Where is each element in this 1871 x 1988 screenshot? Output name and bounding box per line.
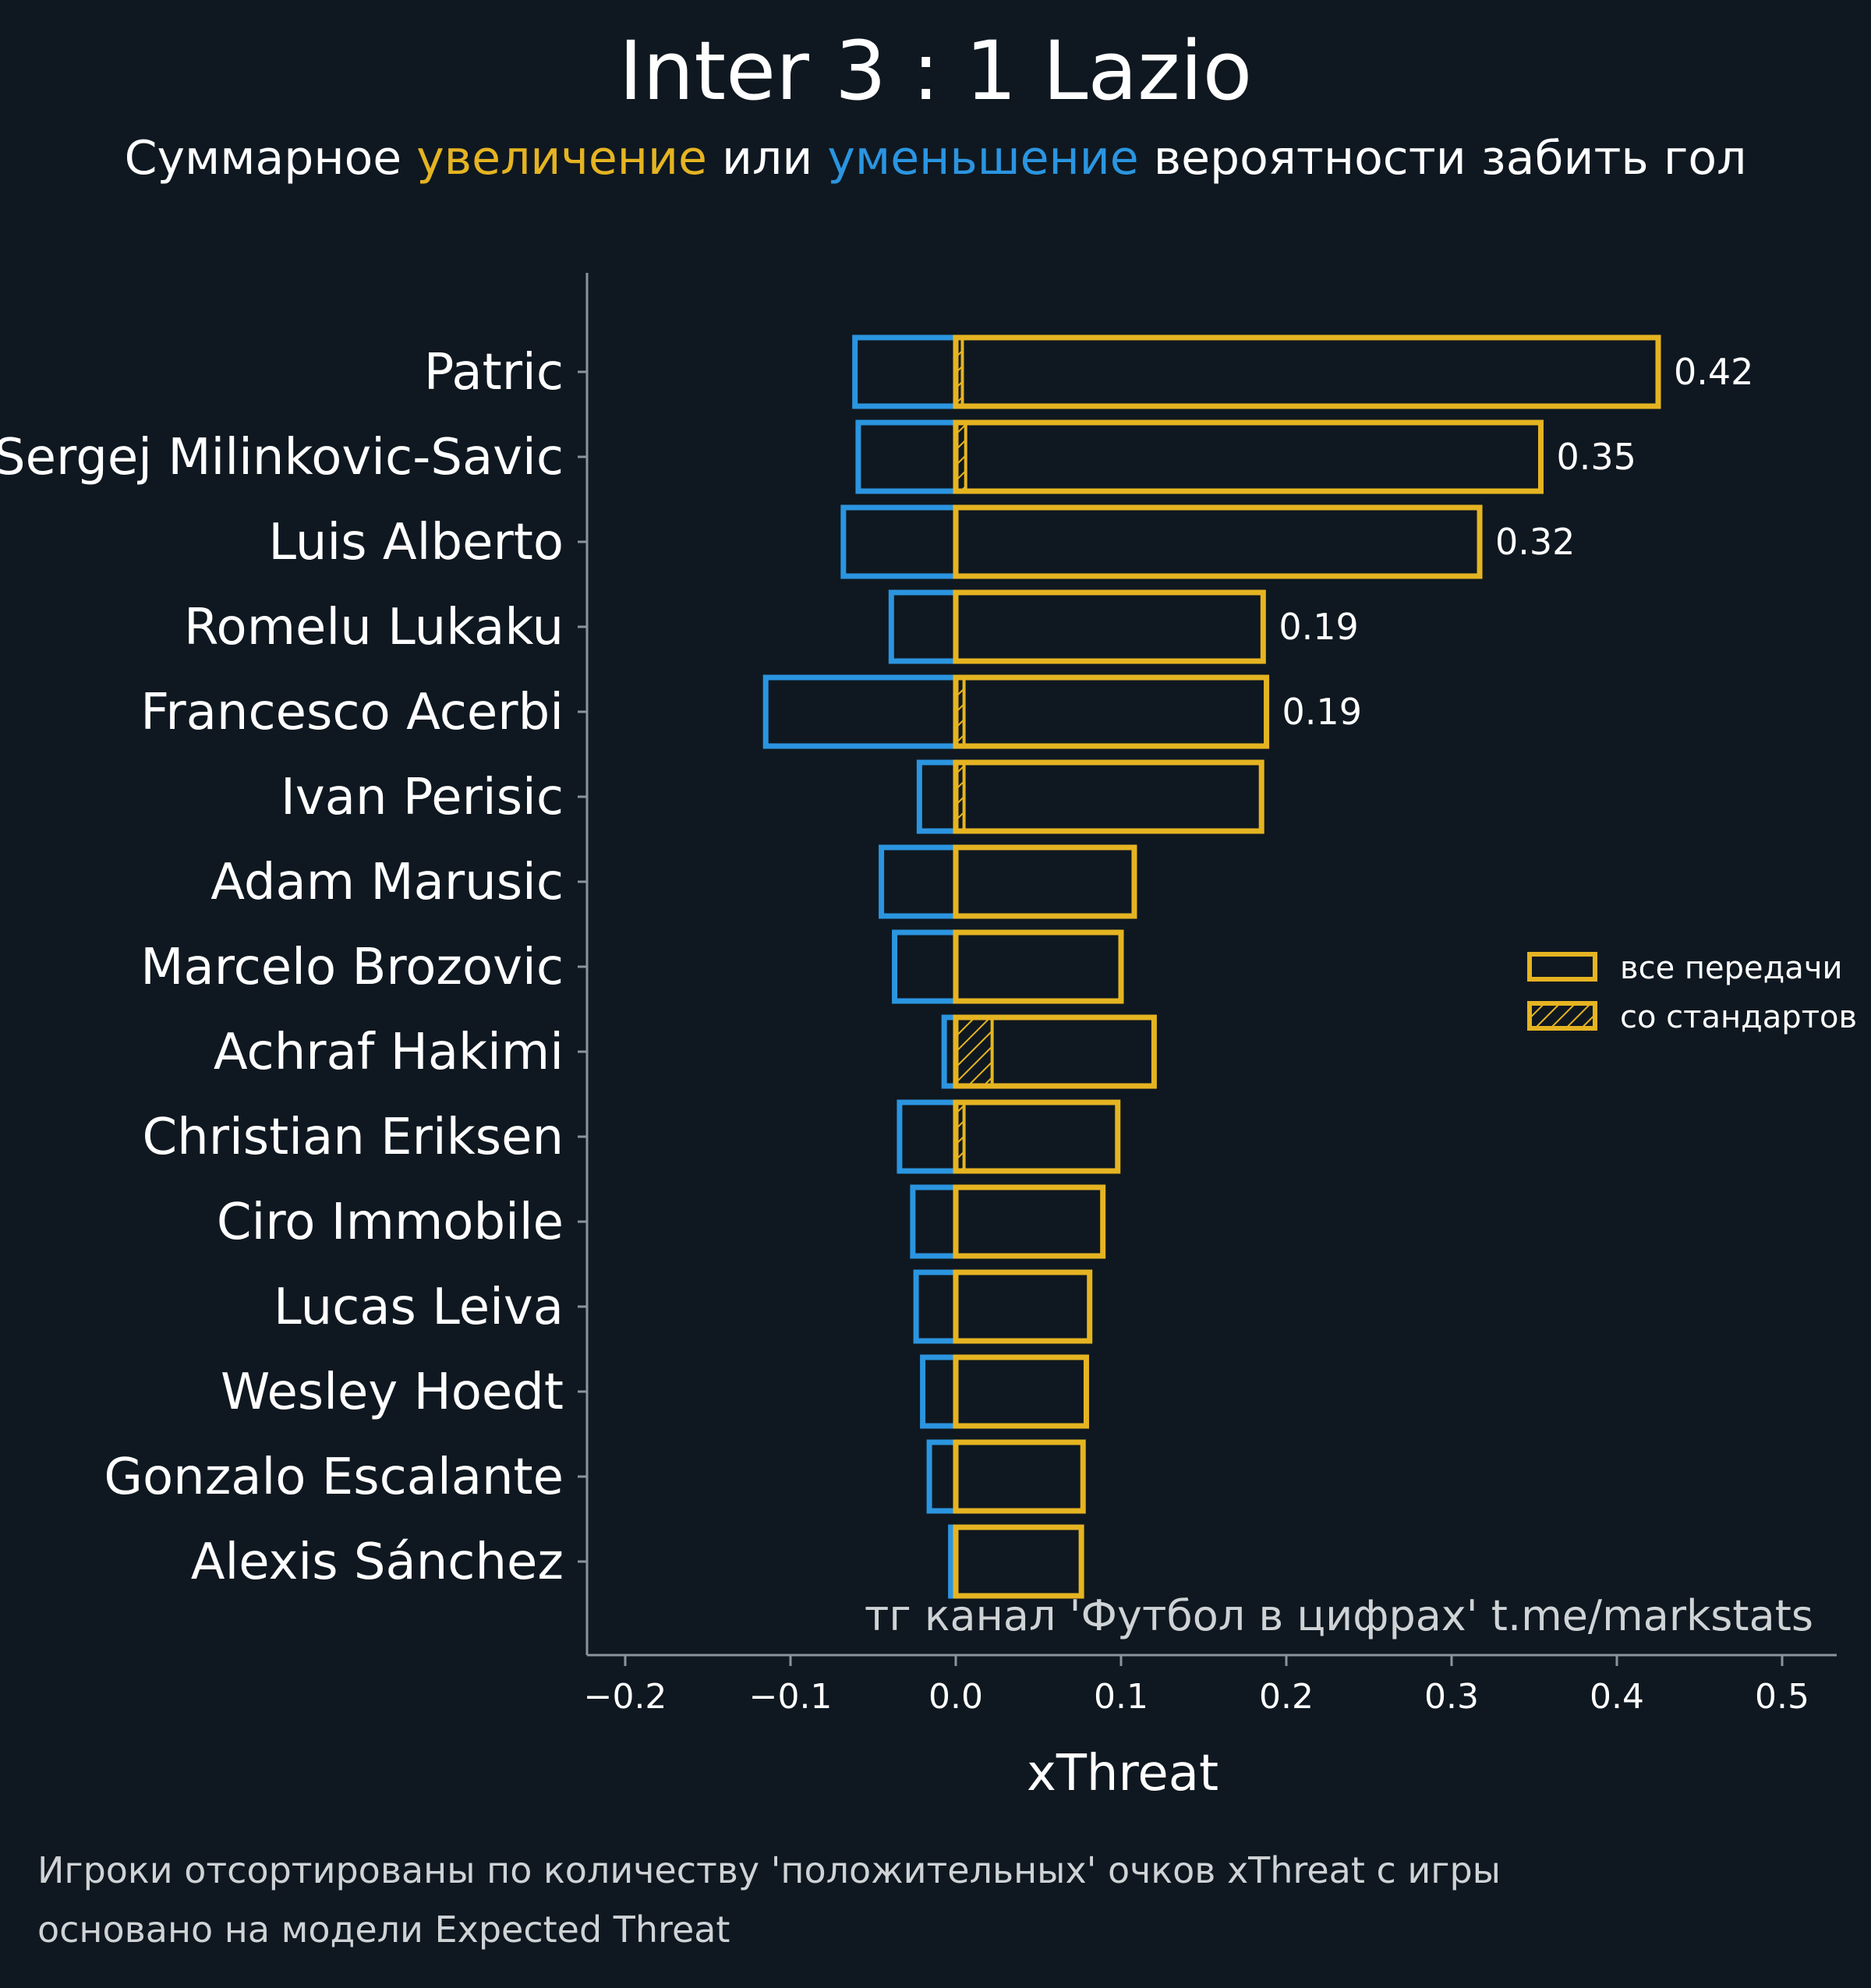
bar-negative	[916, 759, 959, 834]
bar-negative	[926, 1439, 959, 1514]
subtitle-increase: увеличение	[416, 131, 707, 186]
y-tick-label: Patric	[424, 344, 564, 401]
bar-positive	[953, 589, 1266, 664]
y-tick-label: Luis Alberto	[268, 514, 564, 571]
bar-value-label: 0.42	[1674, 351, 1753, 393]
x-tick-label: 0.0	[928, 1677, 983, 1717]
bar-positive	[953, 674, 1270, 749]
bar-positive	[953, 1439, 1086, 1514]
bar-positive	[953, 419, 1544, 494]
bar-positive	[953, 929, 1124, 1004]
y-tick-label: Ivan Perisic	[281, 769, 564, 826]
bar-value-label: 0.35	[1556, 436, 1636, 478]
x-tick-label: 0.4	[1590, 1677, 1644, 1717]
bar-positive	[953, 844, 1137, 919]
chart-subtitle: Суммарное увеличение или уменьшение веро…	[0, 131, 1871, 186]
bar-value-label: 0.19	[1279, 606, 1358, 648]
bar-negative	[910, 1184, 959, 1259]
legend-swatch-all-passes	[1527, 952, 1597, 982]
y-tick-label: Adam Marusic	[210, 854, 564, 911]
subtitle-middle: или	[706, 131, 828, 186]
y-tick-label: Marcelo Brozovic	[140, 939, 564, 996]
bar-negative	[879, 844, 959, 919]
x-tick-label: 0.5	[1755, 1677, 1809, 1717]
y-tick-label: Alexis Sánchez	[191, 1533, 564, 1591]
legend-label-all-passes: все передачи	[1620, 950, 1842, 986]
x-axis-title: xThreat	[1027, 1745, 1218, 1802]
bar-negative	[840, 504, 959, 579]
footnote-model: основано на модели Expected Threat	[37, 1908, 730, 1951]
bar-negative	[913, 1269, 959, 1344]
legend-label-set-pieces: со стандартов	[1620, 999, 1857, 1035]
legend-swatch-set-pieces	[1527, 1001, 1597, 1031]
watermark: тг канал 'Футбол в цифрах' t.me/markstat…	[865, 1591, 1813, 1640]
y-tick-label: Lucas Leiva	[274, 1279, 564, 1336]
bar-positive	[953, 1354, 1089, 1429]
axes-layer: Patric Sergej Milinkovic-Savic Luis Albert…	[0, 273, 1837, 1717]
bar-negative	[888, 589, 959, 664]
y-tick-label: Gonzalo Escalante	[104, 1449, 564, 1506]
bar-positive	[953, 759, 1264, 834]
bar-positive	[953, 504, 1483, 579]
y-tick-label: Achraf Hakimi	[214, 1024, 564, 1081]
bar-negative	[892, 929, 959, 1004]
x-tick-label: 0.3	[1424, 1677, 1479, 1717]
bar-positive	[953, 1184, 1106, 1259]
bar-negative	[852, 334, 959, 409]
chart-title: Inter 3 : 1 Lazio	[618, 23, 1253, 119]
y-tick-label: Ciro Immobile	[217, 1194, 564, 1251]
y-tick-label: Wesley Hoedt	[221, 1364, 564, 1421]
bar-negative	[762, 674, 959, 749]
bar-value-label: 0.32	[1495, 521, 1575, 563]
bar-set-pieces	[954, 1016, 994, 1088]
bars-layer: 0.42 0.35 0.32 0.19 0.19	[762, 334, 1753, 1599]
x-tick-label: −0.2	[584, 1677, 667, 1717]
bar-positive	[953, 1099, 1121, 1174]
subtitle-decrease: уменьшение	[827, 131, 1139, 186]
y-tick-label: Sergej Milinkovic-Savic	[0, 429, 564, 486]
bar-negative	[897, 1099, 959, 1174]
bar-positive	[953, 1269, 1093, 1344]
bar-positive	[953, 1014, 1157, 1089]
y-tick-label: Romelu Lukaku	[184, 599, 564, 656]
y-tick-label: Francesco Acerbi	[140, 684, 564, 741]
bar-negative	[920, 1354, 959, 1429]
x-tick-label: −0.1	[749, 1677, 833, 1717]
bar-positive	[953, 1524, 1084, 1599]
x-tick-label: 0.2	[1259, 1677, 1314, 1717]
subtitle-prefix: Суммарное	[124, 131, 417, 186]
subtitle-suffix: вероятности забить гол	[1138, 131, 1747, 186]
x-tick-label: 0.1	[1094, 1677, 1148, 1717]
legend: все передачи со стандартов	[1527, 950, 1857, 1035]
y-tick-label: Christian Eriksen	[142, 1109, 564, 1166]
bar-negative	[855, 419, 959, 494]
bar-value-label: 0.19	[1282, 691, 1362, 733]
bar-positive	[953, 334, 1661, 409]
footnote-sorting: Игроки отсортированы по количеству 'поло…	[37, 1849, 1501, 1891]
